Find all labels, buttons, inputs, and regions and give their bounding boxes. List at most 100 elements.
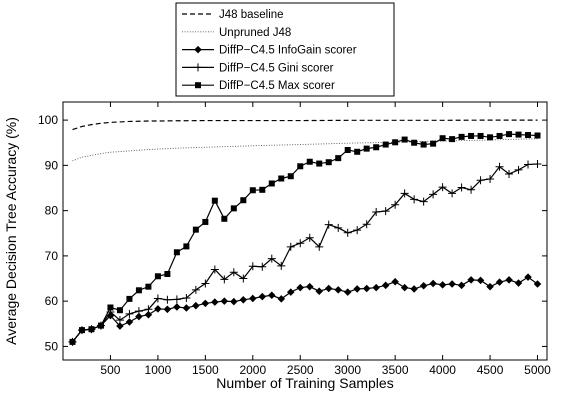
data-point [505, 276, 513, 284]
data-point [335, 155, 342, 162]
legend-swatch-marker [195, 82, 201, 89]
series-2 [72, 138, 538, 162]
data-point [419, 197, 428, 206]
y-tick-label: 100 [38, 113, 58, 127]
data-point [486, 174, 495, 183]
data-point [534, 132, 541, 139]
data-point [221, 215, 228, 222]
data-point [430, 140, 437, 147]
data-point [211, 197, 218, 204]
data-point [248, 262, 257, 271]
data-point [411, 139, 418, 146]
y-tick-label: 70 [45, 249, 59, 263]
data-point [372, 207, 381, 216]
data-point [297, 163, 304, 170]
x-axis-title: Number of Training Samples [216, 375, 393, 391]
data-point [362, 220, 371, 229]
data-point [392, 139, 399, 146]
data-point [220, 297, 229, 305]
data-point [201, 299, 210, 308]
data-point [192, 301, 200, 310]
data-point [458, 133, 465, 140]
data-point [476, 176, 485, 185]
data-point [316, 160, 323, 167]
data-point [144, 305, 153, 314]
data-point [381, 281, 390, 290]
data-point [286, 242, 295, 251]
data-point [506, 131, 513, 138]
data-point [278, 175, 285, 182]
data-point [164, 271, 171, 277]
data-point [135, 312, 143, 321]
data-point [477, 132, 484, 139]
data-point [229, 268, 238, 277]
data-point [182, 304, 191, 312]
data-point [533, 280, 542, 288]
data-point [382, 141, 389, 148]
data-point [249, 294, 257, 303]
data-point [230, 297, 238, 306]
data-point [496, 132, 503, 139]
data-point [467, 185, 476, 194]
data-point [362, 284, 371, 293]
data-point [191, 285, 200, 294]
data-point [268, 291, 276, 300]
data-point [448, 189, 457, 198]
data-point [448, 280, 456, 288]
x-tick-label: 3000 [334, 363, 361, 377]
data-point [267, 254, 276, 263]
data-point [192, 226, 199, 233]
data-point [524, 273, 532, 281]
data-point [467, 276, 475, 284]
data-point [373, 144, 380, 151]
data-point [495, 278, 504, 286]
data-point [400, 189, 409, 198]
legend-label: J48 baseline [219, 9, 284, 21]
data-point [220, 275, 229, 284]
data-point [439, 135, 446, 142]
data-point [372, 283, 380, 292]
data-point [201, 279, 210, 288]
data-point [182, 293, 191, 302]
series-line [72, 276, 538, 343]
data-point [69, 338, 76, 345]
data-point [258, 292, 267, 301]
data-point [381, 207, 390, 216]
series-5 [69, 131, 541, 345]
y-tick-label: 50 [45, 339, 59, 353]
data-point [438, 281, 447, 289]
series-1 [72, 119, 538, 131]
data-point [145, 283, 152, 290]
data-point [505, 169, 514, 178]
data-point [487, 134, 494, 141]
data-point [401, 136, 408, 143]
legend-label: DiffP−C4.5 Max scorer [219, 80, 335, 92]
data-point [400, 283, 409, 292]
data-point [268, 180, 275, 187]
data-point [78, 327, 85, 334]
series-3 [68, 273, 542, 346]
data-point [420, 141, 427, 148]
data-point [334, 286, 342, 294]
data-point [286, 288, 295, 296]
data-point [429, 190, 438, 199]
data-point [449, 136, 456, 143]
data-point [515, 131, 522, 138]
data-point [277, 261, 286, 270]
series-line [72, 163, 538, 343]
data-point [277, 295, 286, 303]
data-point [305, 233, 314, 242]
data-point [163, 295, 172, 304]
y-axis-title: Average Decision Tree Accuracy (%) [3, 117, 19, 345]
plot-frame [62, 101, 548, 361]
y-tick-label: 80 [45, 204, 59, 218]
data-point [486, 282, 494, 291]
axes: 500 1000 1500 2000 2500 3000 3500 4000 4500 5000 5… [38, 101, 551, 377]
data-point [305, 282, 314, 291]
data-point [154, 305, 162, 313]
data-point [258, 262, 267, 271]
data-point [325, 159, 332, 166]
data-point [438, 183, 447, 192]
data-point [97, 322, 104, 329]
data-point [524, 160, 533, 169]
